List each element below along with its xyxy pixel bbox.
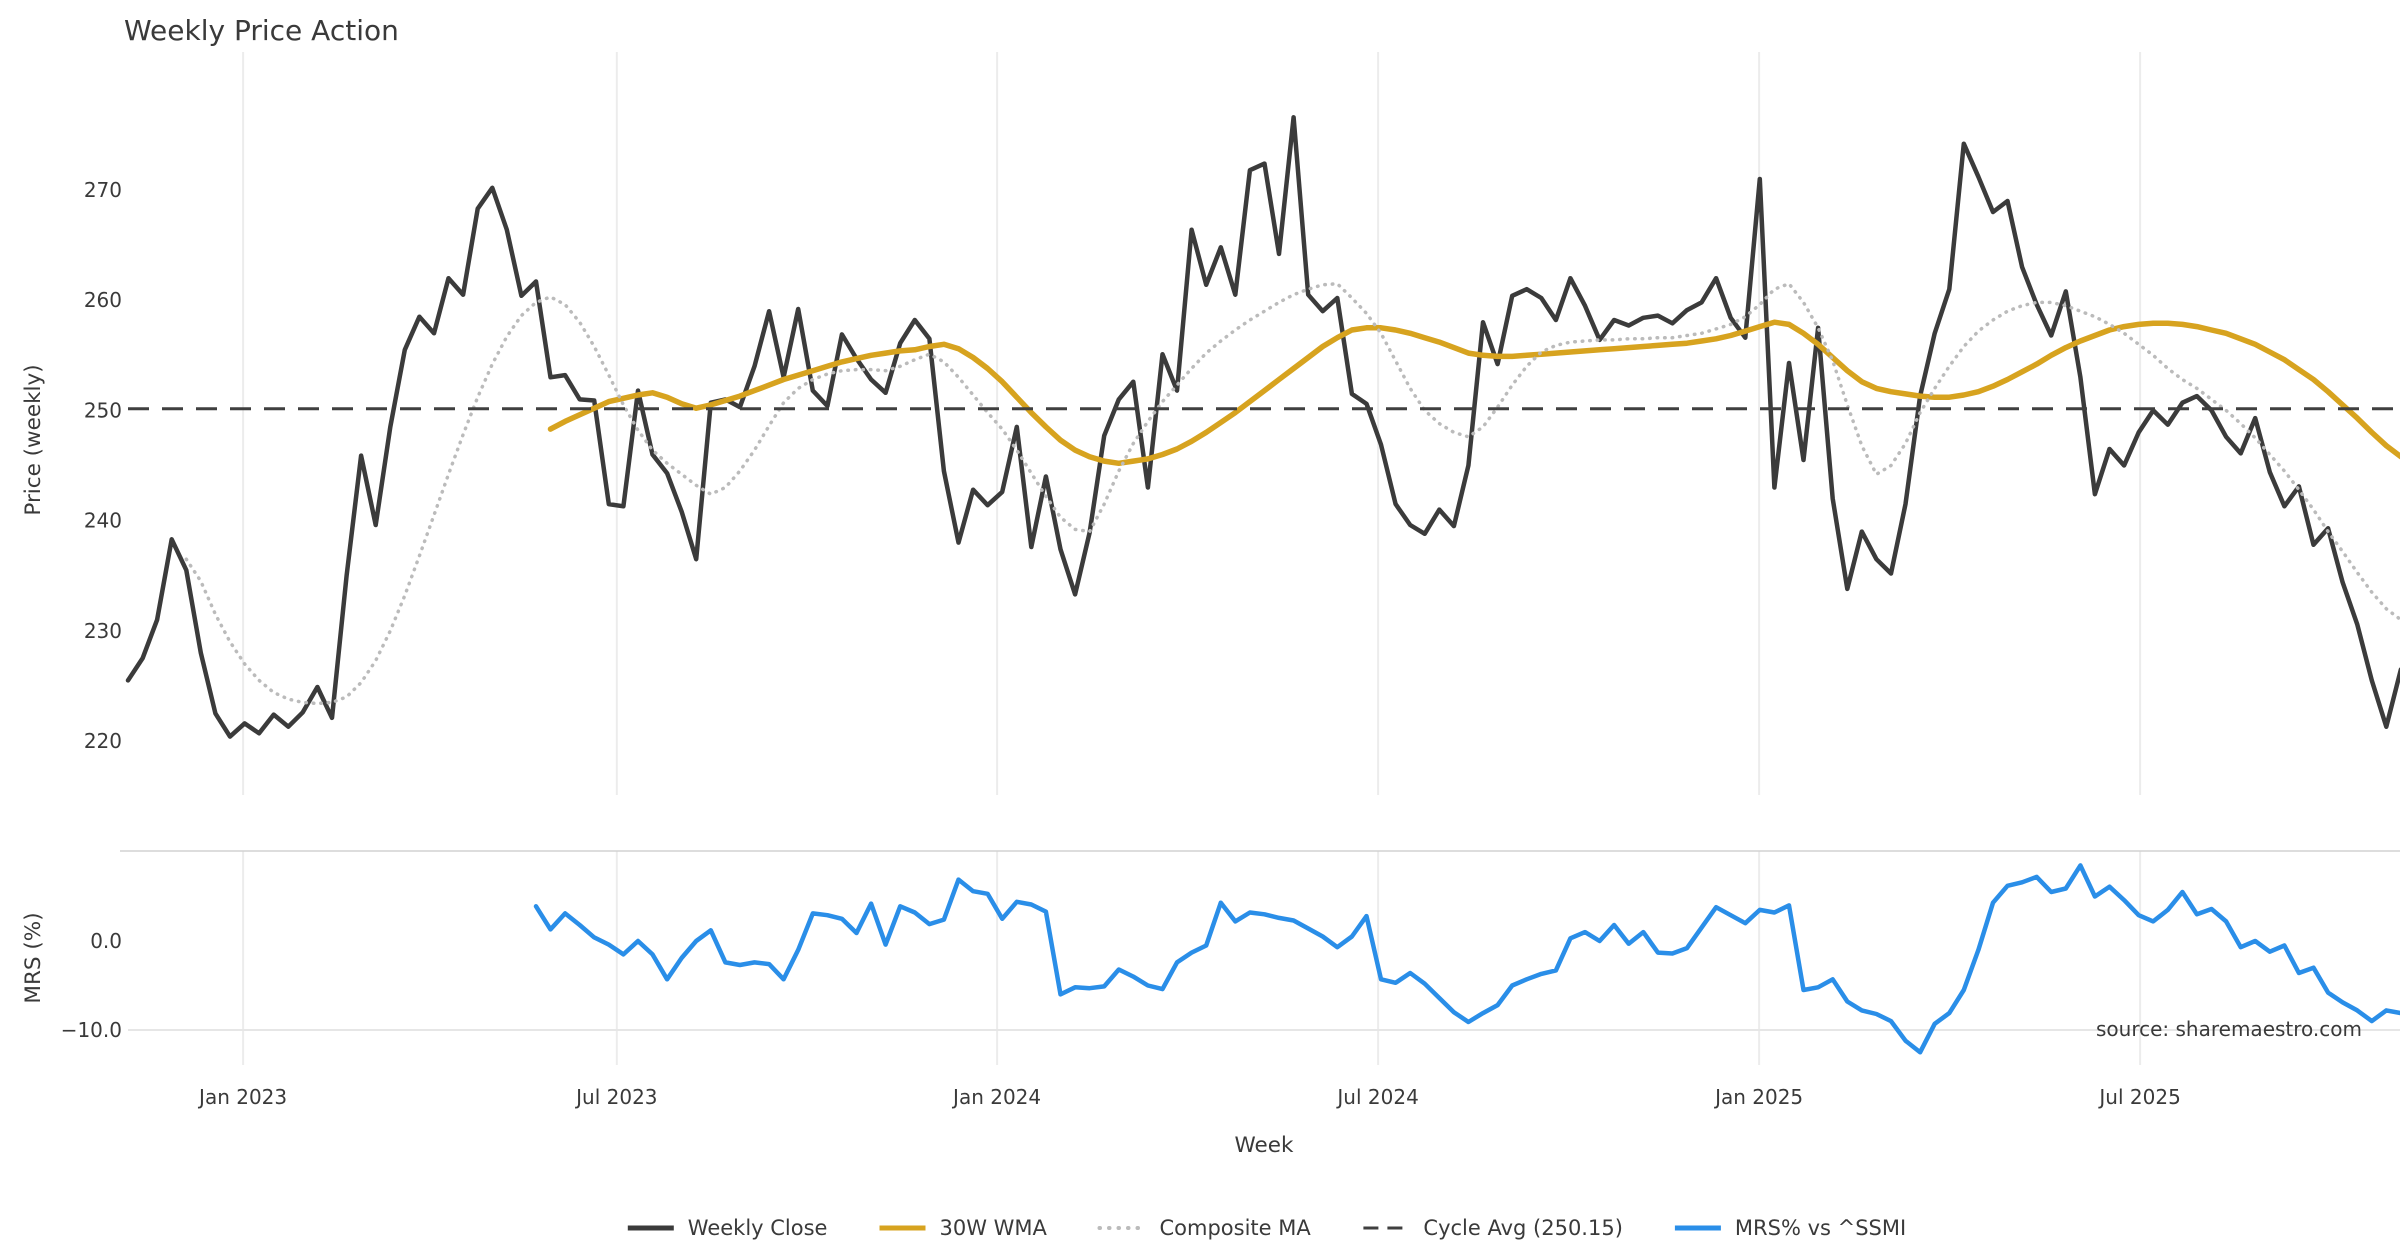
legend-item: MRS% vs ^SSMI bbox=[1674, 1216, 1906, 1240]
price-panel-series bbox=[125, 115, 2400, 739]
x-tick-label: Jan 2023 bbox=[197, 1085, 287, 1109]
legend-label: Composite MA bbox=[1160, 1216, 1312, 1240]
x-tick-label: Jan 2025 bbox=[1713, 1085, 1803, 1109]
series-mrs-vs-ssmi bbox=[533, 863, 2400, 1055]
price-ytick-label: 220 bbox=[84, 729, 122, 753]
x-tick-label: Jan 2024 bbox=[951, 1085, 1041, 1109]
x-tick-label: Jul 2024 bbox=[1335, 1085, 1418, 1109]
legend-label: 30W WMA bbox=[940, 1216, 1048, 1240]
chart-title: Weekly Price Action bbox=[124, 14, 399, 47]
price-ytick-label: 230 bbox=[84, 619, 122, 643]
legend-label: Cycle Avg (250.15) bbox=[1423, 1216, 1623, 1240]
mrs-panel-series bbox=[533, 863, 2400, 1055]
legend-item: Composite MA bbox=[1097, 1216, 1312, 1240]
legend-item: 30W WMA bbox=[879, 1216, 1048, 1240]
legend-label: MRS% vs ^SSMI bbox=[1735, 1216, 1906, 1240]
mrs-ytick-label: 0.0 bbox=[90, 929, 122, 953]
axis-ticks: 220 230 240 250 260 270 0.0 −10.0 Jan 2023 Jul 20… bbox=[61, 178, 2181, 1109]
legend-item: Weekly Close bbox=[627, 1216, 828, 1240]
price-ytick-label: 260 bbox=[84, 288, 122, 312]
x-tick-label: Jul 2023 bbox=[574, 1085, 657, 1109]
legend: Weekly Close 30W WMA Composite MA Cycle Avg… bbox=[627, 1216, 1906, 1240]
x-axis-label: Week bbox=[1235, 1133, 1294, 1158]
gridlines-layer bbox=[120, 52, 2400, 1065]
price-ytick-label: 270 bbox=[84, 178, 122, 202]
price-ytick-label: 250 bbox=[84, 398, 122, 422]
x-tick-label: Jul 2025 bbox=[2097, 1085, 2180, 1109]
mrs-axis-label: MRS (%) bbox=[21, 912, 46, 1003]
price-axis-label: Price (weekly) bbox=[21, 364, 46, 515]
legend-label: Weekly Close bbox=[688, 1216, 828, 1240]
price-ytick-label: 240 bbox=[84, 509, 122, 533]
legend-item: Cycle Avg (250.15) bbox=[1363, 1216, 1623, 1240]
series-weekly-close bbox=[125, 115, 2400, 739]
mrs-ytick-label: −10.0 bbox=[61, 1018, 122, 1042]
series-30w-wma bbox=[547, 319, 2400, 467]
source-note: source: sharemaestro.com bbox=[2096, 1017, 2362, 1041]
